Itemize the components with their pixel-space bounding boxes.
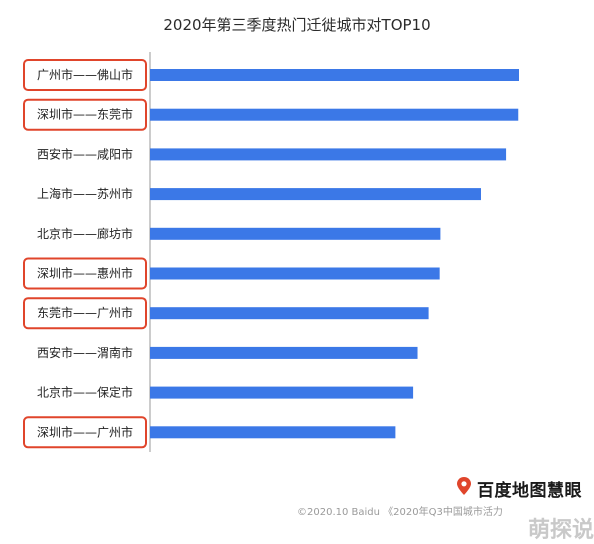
bar-6 xyxy=(150,267,440,280)
highlight-box-2 xyxy=(23,98,147,131)
category-label-6: 深圳市——惠州市 xyxy=(37,266,133,281)
highlight-box-10 xyxy=(23,416,147,449)
bar-2 xyxy=(150,108,519,121)
category-label-9: 北京市——保定市 xyxy=(37,385,133,400)
map-pin-icon xyxy=(457,477,471,495)
bar-7 xyxy=(150,307,429,320)
category-label-5: 北京市——廊坊市 xyxy=(37,226,133,241)
category-labels-group: 广州市——佛山市深圳市——东莞市西安市——咸阳市上海市——苏州市北京市——廊坊市… xyxy=(37,67,133,439)
bar-chart: 广州市——佛山市深圳市——东莞市西安市——咸阳市上海市——苏州市北京市——廊坊市… xyxy=(23,52,519,452)
bar-8 xyxy=(150,346,418,359)
category-label-4: 上海市——苏州市 xyxy=(37,186,133,201)
corner-watermark: 萌探说 xyxy=(528,518,594,543)
bar-5 xyxy=(150,227,441,240)
category-label-1: 广州市——佛山市 xyxy=(37,67,133,82)
chart-title: 2020年第三季度热门迁徙城市对TOP10 xyxy=(163,16,431,34)
baidu-map-logo: 百度地图慧眼 xyxy=(477,481,582,501)
bar-3 xyxy=(150,148,507,161)
category-label-8: 西安市——渭南市 xyxy=(37,345,133,360)
highlight-box-6 xyxy=(23,257,147,290)
footer-source: ©2020.10 Baidu 《2020年Q3中国城市活力 xyxy=(297,507,503,518)
highlight-box-1 xyxy=(23,59,147,91)
highlight-box-7 xyxy=(23,297,147,330)
category-label-2: 深圳市——东莞市 xyxy=(37,107,133,122)
bar-9 xyxy=(150,386,414,399)
bar-4 xyxy=(150,188,481,201)
bar-10 xyxy=(150,426,396,439)
category-label-10: 深圳市——广州市 xyxy=(37,424,133,439)
bars-group xyxy=(150,69,519,439)
category-label-3: 西安市——咸阳市 xyxy=(37,146,133,161)
bar-1 xyxy=(150,69,519,81)
category-label-7: 东莞市——广州市 xyxy=(37,305,133,320)
highlight-boxes-group xyxy=(23,59,147,449)
